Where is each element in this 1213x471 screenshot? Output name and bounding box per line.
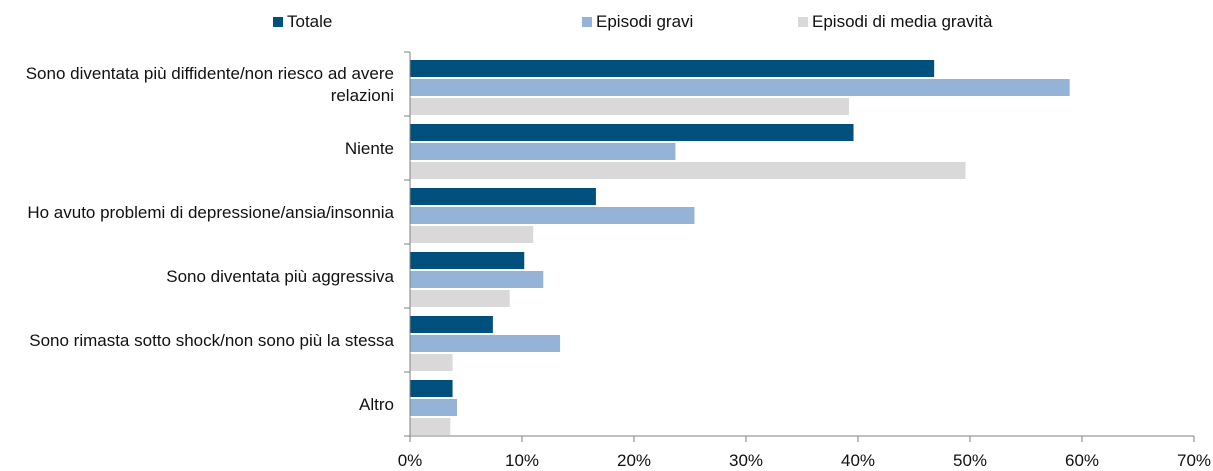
bar-totale-4 [410,252,525,269]
bar-episodi-gravi-3 [410,207,695,224]
category-label-3: Ho avuto problemi di depressione/ansia/i… [27,203,394,222]
x-tick-label-5: 50% [953,451,987,470]
bar-episodi-di-media-gravita-6 [410,418,451,435]
category-label-2: Niente [345,139,394,158]
x-tick-label-6: 60% [1065,451,1099,470]
bar-episodi-di-media-gravita-4 [410,290,510,307]
bar-totale-5 [410,316,493,333]
legend-label-episodi-gravi: Episodi gravi [596,12,693,31]
legend-label-episodi-di-media-gravita: Episodi di media gravità [812,12,993,31]
bar-episodi-gravi-1 [410,79,1070,96]
bar-episodi-gravi-2 [410,143,676,160]
legend-label-totale: Totale [287,12,332,31]
legend-swatch-totale [273,17,283,27]
x-tick-label-2: 20% [617,451,651,470]
bar-totale-2 [410,124,854,141]
legend-swatch-episodi-gravi [582,17,592,27]
bar-totale-6 [410,380,453,397]
x-tick-label-4: 40% [841,451,875,470]
bar-totale-3 [410,188,596,205]
bar-episodi-gravi-6 [410,399,458,416]
category-label-6: Altro [359,395,394,414]
bar-totale-1 [410,60,935,77]
bar-episodi-di-media-gravita-3 [410,226,534,243]
bar-episodi-gravi-4 [410,271,544,288]
x-tick-label-7: 70% [1177,451,1211,470]
category-label-1-line-1: Sono diventata più diffidente/non riesco… [26,64,394,83]
category-label-5: Sono rimasta sotto shock/non sono più la… [29,331,394,350]
bar-episodi-gravi-5 [410,335,561,352]
bar-episodi-di-media-gravita-1 [410,98,850,115]
legend-swatch-episodi-di-media-gravita [798,17,808,27]
category-label-4: Sono diventata più aggressiva [166,267,394,286]
category-label-1-line-2: relazioni [331,86,394,105]
x-tick-label-1: 10% [505,451,539,470]
x-tick-label-0: 0% [398,451,423,470]
bar-episodi-di-media-gravita-5 [410,354,453,371]
bar-episodi-di-media-gravita-2 [410,162,966,179]
x-tick-label-3: 30% [729,451,763,470]
